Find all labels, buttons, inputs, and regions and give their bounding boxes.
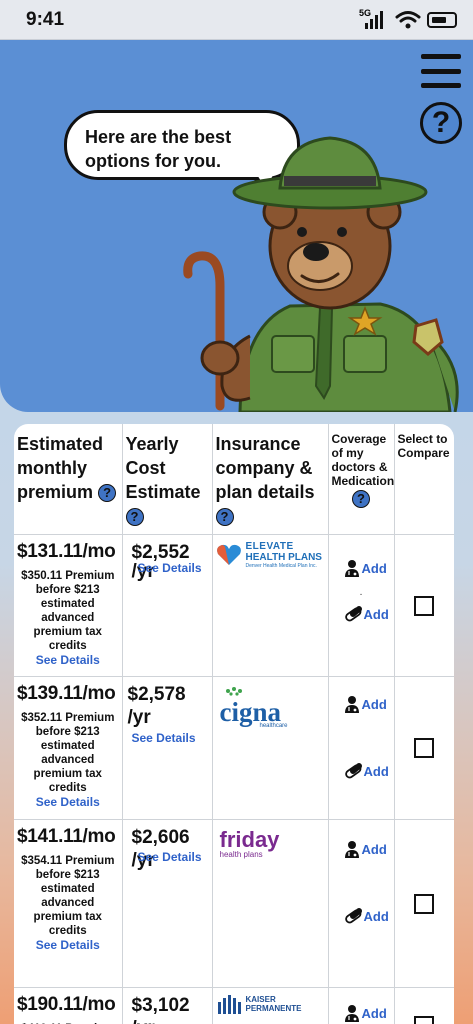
add-doctor-button[interactable]: Add: [332, 695, 391, 713]
cigna-logo: cigna healthcare: [216, 683, 325, 729]
status-bar: 9:41 5G: [0, 0, 473, 40]
wifi-icon: [395, 10, 421, 28]
compare-checkbox[interactable]: [414, 738, 435, 758]
yearly-amount: $2,606: [131, 827, 190, 848]
yearly-cell: $2,552 /yr See Details: [122, 534, 213, 677]
yearly-amount: $3,102: [131, 995, 190, 1016]
add-medication-button[interactable]: Add: [332, 763, 391, 779]
help-icon[interactable]: ?: [420, 102, 462, 144]
coverage-cell: Add: [328, 987, 395, 1024]
add-medication-button[interactable]: Add: [332, 908, 391, 924]
yearly-see-details-link[interactable]: See Details: [131, 731, 196, 745]
plans-table: Estimated monthly premium ? Yearly Cost …: [14, 424, 454, 1024]
cigna-tree-icon: [225, 687, 242, 696]
coverage-cell: Add Add: [328, 676, 395, 820]
header-insurance-company: Insurance company & plan details ?: [212, 424, 329, 535]
company-cell[interactable]: KAISER PERMANENTE: [212, 987, 329, 1024]
doctor-icon: [344, 560, 359, 577]
compare-cell: [394, 819, 454, 988]
heart-logo-icon: [216, 544, 241, 565]
company-cell[interactable]: friday health plans: [212, 819, 329, 988]
company-cell[interactable]: cigna healthcare: [212, 676, 329, 820]
ranger-bear-mascot: [183, 136, 459, 412]
compare-cell: [394, 534, 454, 677]
yearly-unit: /yr: [131, 561, 155, 582]
hero-banner: ? Here are the best options for you.: [0, 40, 473, 412]
help-icon[interactable]: ?: [352, 490, 370, 508]
yearly-see-details-link[interactable]: See Details: [137, 850, 202, 864]
yearly-amount: $2,552: [131, 542, 190, 563]
table-row: $141.11/mo $354.11 Premium before $213 e…: [14, 819, 454, 988]
see-details-link[interactable]: See Details: [35, 938, 100, 952]
monthly-cell: $131.11/mo $350.11 Premium before $213 e…: [14, 534, 123, 677]
status-icons: 5G: [359, 8, 457, 30]
add-doctor-button[interactable]: Add: [332, 1004, 391, 1022]
cellular-signal-icon: [364, 10, 383, 29]
status-time: 9:41: [26, 8, 65, 30]
monthly-premium: $141.11/mo: [17, 826, 116, 847]
add-doctor-button[interactable]: Add: [332, 840, 391, 858]
yearly-unit: /yr: [131, 850, 155, 871]
pill-icon: [344, 908, 362, 924]
monthly-cell: $190.11/mo $410.11 Premium before: [14, 987, 123, 1024]
help-icon[interactable]: ?: [125, 508, 144, 527]
network-type: 5G: [358, 7, 371, 18]
help-icon[interactable]: ?: [215, 508, 234, 527]
monthly-premium: $131.11/mo: [17, 541, 116, 562]
pill-icon: [344, 606, 362, 622]
compare-checkbox[interactable]: [414, 1016, 435, 1024]
yearly-unit: /yr: [127, 707, 151, 728]
speech-bubble: Here are the best options for you.: [64, 110, 300, 180]
see-details-link[interactable]: See Details: [35, 795, 100, 809]
hamburger-menu-icon[interactable]: [421, 54, 461, 88]
table-header-row: Estimated monthly premium ? Yearly Cost …: [14, 424, 454, 535]
yearly-cell: $2,578 /yr See Details: [122, 676, 213, 820]
company-cell[interactable]: ELEVATE HEALTH PLANS Denver Health Medic…: [212, 534, 329, 677]
plan-comparison-table: Estimated monthly premium ? Yearly Cost …: [14, 424, 454, 1024]
pill-icon: [344, 763, 362, 779]
see-details-link[interactable]: See Details: [35, 653, 100, 667]
help-icon[interactable]: ?: [98, 484, 117, 503]
coverage-cell: Add Add: [328, 819, 395, 988]
monthly-premium: $139.11/mo: [17, 683, 116, 704]
friday-logo: friday health plans: [219, 827, 280, 860]
table-row: $131.11/mo $350.11 Premium before $213 e…: [14, 534, 454, 677]
yearly-cell: $3,102 /yr See Details: [122, 987, 213, 1024]
kaiser-logo: KAISER PERMANENTE: [216, 994, 325, 1014]
coverage-cell: Add . Add: [328, 534, 395, 677]
monthly-premium: $190.11/mo: [17, 994, 116, 1015]
table-row: $139.11/mo $352.11 Premium before $213 e…: [14, 676, 454, 820]
add-medication-button[interactable]: Add: [332, 606, 391, 622]
premium-breakdown: $352.11 Premium before $213 estimated ad…: [21, 712, 115, 794]
kaiser-rays-icon: [217, 995, 241, 1014]
header-yearly-cost: Yearly Cost Estimate ?: [122, 424, 213, 535]
table-row: $190.11/mo $410.11 Premium before $3,102…: [14, 987, 454, 1024]
header-select-compare: Select to Compare: [394, 424, 454, 535]
battery-icon: [427, 11, 457, 28]
yearly-unit: /yr: [126, 1017, 209, 1024]
premium-breakdown: $350.11 Premium before $213 estimated ad…: [21, 570, 115, 652]
premium-breakdown: $354.11 Premium before $213 estimated ad…: [21, 855, 115, 937]
doctor-icon: [344, 841, 359, 858]
yearly-see-details-link[interactable]: See Details: [137, 561, 202, 575]
header-coverage: Coverage of my doctors & Medication ?: [328, 424, 395, 535]
compare-cell: [394, 987, 454, 1024]
elevate-logo: ELEVATE HEALTH PLANS Denver Health Medic…: [216, 541, 325, 569]
yearly-cell: $2,606 /yr See Details: [122, 819, 213, 988]
monthly-cell: $139.11/mo $352.11 Premium before $213 e…: [14, 676, 123, 820]
doctor-icon: [344, 696, 359, 713]
compare-cell: [394, 676, 454, 820]
header-monthly-premium: Estimated monthly premium ?: [14, 424, 123, 535]
add-doctor-button[interactable]: Add: [332, 559, 391, 577]
monthly-cell: $141.11/mo $354.11 Premium before $213 e…: [14, 819, 123, 988]
doctor-icon: [344, 1005, 359, 1022]
yearly-amount: $2,578: [127, 684, 186, 705]
compare-checkbox[interactable]: [414, 595, 435, 616]
compare-checkbox[interactable]: [414, 893, 435, 914]
